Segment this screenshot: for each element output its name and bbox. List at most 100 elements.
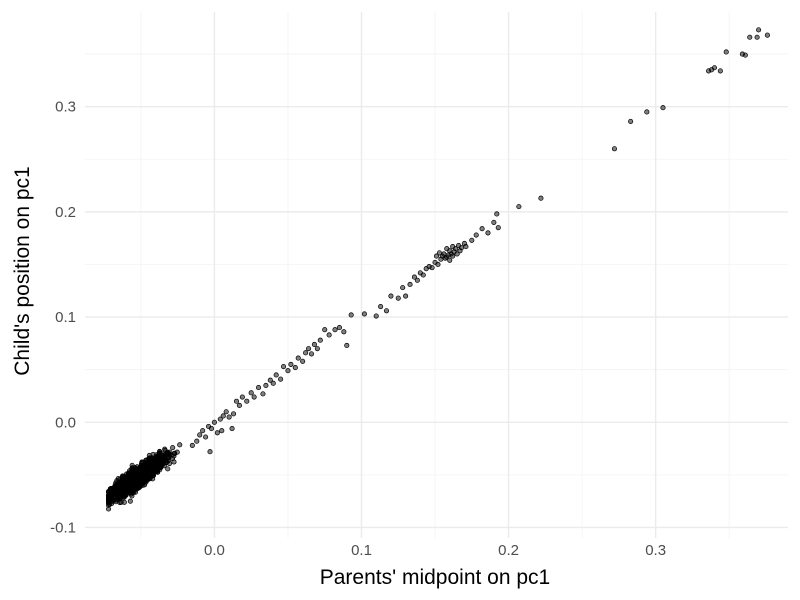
scatter-point	[491, 219, 497, 225]
scatter-point	[361, 311, 367, 317]
scatter-point	[207, 449, 213, 455]
scatter-point	[463, 244, 469, 250]
scatter-point	[244, 398, 250, 404]
x-tick-label: 0.3	[645, 542, 666, 559]
scatter-point	[153, 459, 159, 465]
scatter-point	[308, 351, 315, 357]
grid	[85, 12, 788, 538]
scatter-point	[317, 337, 323, 343]
scatter-point	[129, 466, 135, 472]
x-tick-label: 0.2	[498, 542, 519, 559]
scatter-point	[383, 308, 390, 314]
scatter-point	[239, 394, 245, 400]
scatter-point	[278, 376, 284, 382]
x-axis-ticks: 0.0 0.1 0.2 0.3	[204, 542, 666, 559]
scatter-point	[203, 434, 209, 440]
scatter-point	[473, 232, 479, 238]
scatter-point	[123, 492, 129, 498]
scatter-point	[177, 442, 183, 448]
scatter-point	[211, 419, 217, 425]
scatter-point	[136, 466, 142, 472]
scatter-point	[140, 480, 146, 486]
scatter-point	[200, 428, 206, 434]
scatter-point	[450, 253, 456, 259]
scatter-point	[516, 204, 522, 210]
scatter-point	[538, 195, 544, 201]
scatter-point	[494, 211, 500, 217]
scatter-point	[644, 109, 650, 115]
scatter-point	[189, 442, 195, 448]
scatter-point	[171, 453, 177, 459]
scatter-point	[260, 391, 266, 397]
y-axis-title: Child's position on pc1	[11, 166, 34, 375]
scatter-point	[156, 453, 162, 459]
scatter-point	[251, 394, 257, 400]
scatter-point	[754, 34, 760, 40]
x-tick-label: 0.1	[351, 542, 372, 559]
scatter-point	[435, 261, 441, 268]
scatter-point	[764, 32, 770, 38]
scatter-point	[454, 251, 460, 257]
scatter-point	[217, 416, 223, 422]
scatter-point	[711, 65, 718, 71]
scatter-point	[628, 118, 634, 124]
scatter-point	[479, 226, 485, 232]
y-tick-label: 0.3	[55, 99, 76, 116]
scatter-point	[164, 450, 170, 456]
scatter-point	[115, 492, 121, 498]
x-axis-title: Parents' midpoint on pc1	[320, 566, 550, 589]
scatter-point	[146, 459, 152, 465]
scatter-point	[280, 363, 287, 370]
scatter-point	[146, 474, 152, 480]
scatter-point	[420, 272, 426, 278]
scatter-point	[311, 341, 317, 347]
y-tick-label: 0.2	[55, 204, 76, 221]
scatter-point	[326, 332, 332, 338]
y-axis-ticks: -0.1 0.0 0.1 0.2 0.3	[50, 99, 76, 537]
scatter-point	[255, 385, 262, 391]
scatter-point	[136, 473, 143, 479]
scatter-point	[129, 484, 135, 491]
scatter-point	[485, 230, 491, 236]
scatter-point	[128, 491, 134, 497]
scatter-point	[348, 312, 354, 318]
scatter-point	[742, 52, 748, 58]
scatter-point	[292, 365, 298, 371]
scatter-point	[170, 445, 176, 451]
points-layer	[105, 27, 770, 512]
scatter-point	[300, 358, 306, 364]
scatter-point	[611, 146, 618, 152]
scatter-point	[660, 105, 666, 111]
scatter-point	[105, 498, 112, 504]
scatter-point	[226, 414, 232, 420]
scatter-point	[110, 488, 116, 495]
scatter-point	[153, 467, 159, 473]
scatter-point	[127, 498, 133, 504]
scatter-point	[146, 469, 152, 475]
scatter-point	[124, 476, 130, 482]
scatter-point	[165, 466, 171, 472]
scatter-point	[447, 257, 453, 263]
scatter-point	[414, 277, 420, 283]
scatter-point	[756, 27, 762, 33]
scatter-point	[223, 409, 229, 415]
scatter-point	[344, 342, 350, 349]
y-tick-label: 0.0	[55, 414, 76, 431]
scatter-point	[403, 293, 409, 299]
scatter-point	[263, 382, 269, 389]
scatter-point	[230, 411, 237, 417]
scatter-point	[159, 461, 165, 467]
scatter-point	[336, 325, 342, 331]
scatter-point	[220, 413, 226, 419]
scatter-point	[197, 432, 203, 438]
scatter-point	[723, 49, 729, 55]
scatter-point	[469, 237, 475, 243]
scatter-point	[119, 477, 125, 483]
scatter-point	[458, 245, 465, 251]
scatter-point	[267, 377, 273, 383]
scatter-point	[305, 346, 312, 352]
scatter-point	[433, 253, 440, 259]
scatter-point	[288, 361, 294, 367]
scatter-point	[131, 480, 137, 486]
